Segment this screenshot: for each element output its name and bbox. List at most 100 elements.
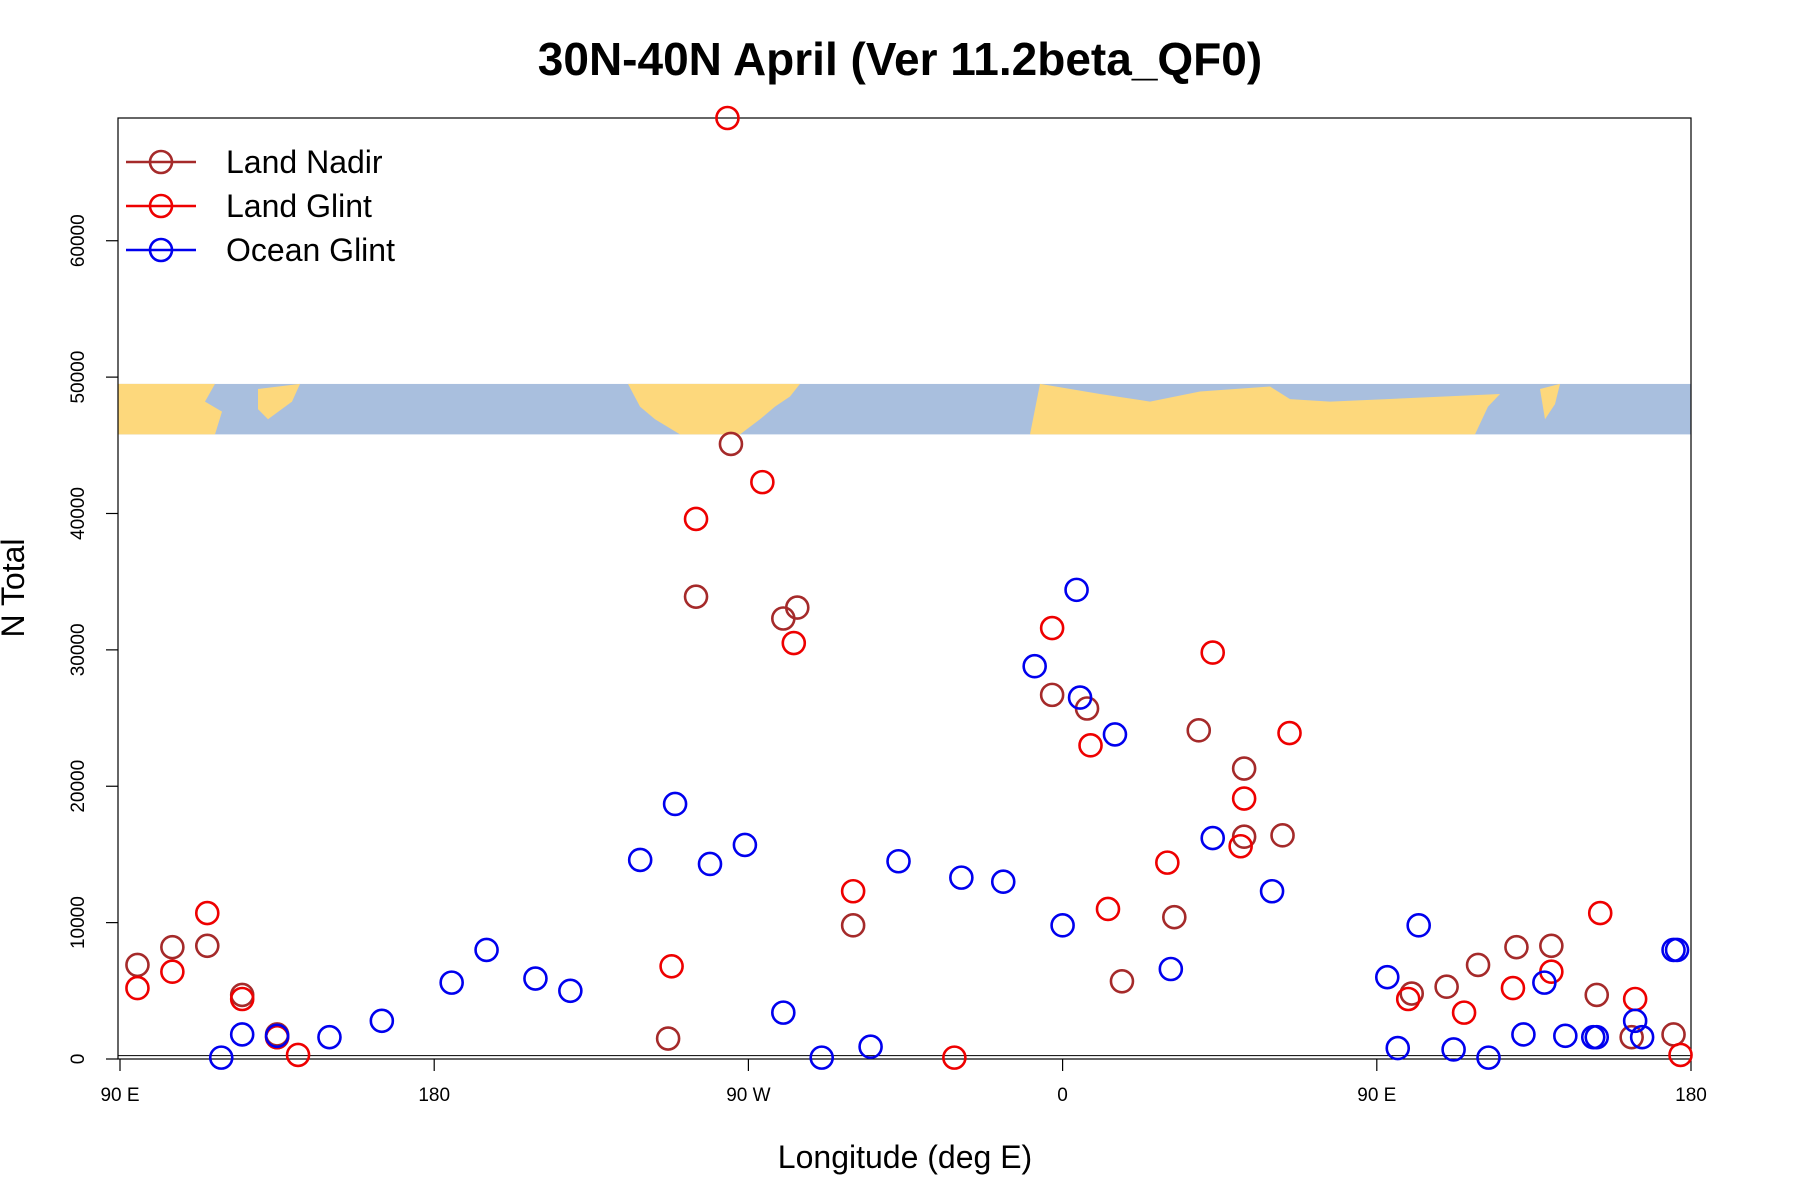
point-ocean-glint (1553, 1023, 1578, 1049)
data-points (125, 105, 1693, 1070)
point-land-glint (840, 878, 866, 904)
point-land-glint (1277, 720, 1302, 746)
point-land-glint (194, 900, 220, 926)
point-land-glint (1095, 896, 1121, 922)
point-land-glint (1155, 850, 1180, 875)
point-land-nadir (125, 952, 150, 978)
y-axis-label: N Total (0, 538, 31, 637)
map-land-2 (628, 383, 800, 435)
point-ocean-glint (858, 1034, 883, 1060)
point-land-nadir (1434, 974, 1459, 1000)
point-ocean-glint (229, 1022, 255, 1047)
point-ocean-glint (208, 1045, 234, 1070)
point-ocean-glint (732, 832, 758, 858)
point-ocean-glint (771, 1000, 796, 1025)
point-land-glint (1622, 986, 1648, 1012)
point-ocean-glint (1022, 653, 1047, 679)
point-land-glint (1228, 833, 1253, 859)
point-land-glint (1668, 1042, 1693, 1068)
point-ocean-glint (1622, 1008, 1648, 1034)
point-ocean-glint (1664, 937, 1690, 963)
point-ocean-glint (474, 937, 499, 963)
point-land-nadir (1584, 982, 1610, 1008)
legend-label-land-nadir: Land Nadir (226, 144, 383, 180)
point-ocean-glint (990, 869, 1016, 895)
point-ocean-glint (949, 865, 974, 890)
point-ocean-glint (1200, 825, 1226, 851)
series-land-nadir (125, 431, 1686, 1051)
point-land-glint (750, 469, 775, 495)
point-land-nadir (1504, 934, 1529, 960)
point-ocean-glint (1511, 1022, 1536, 1047)
point-land-nadir (655, 1026, 681, 1051)
point-ocean-glint (1158, 956, 1184, 982)
point-land-nadir (1465, 952, 1491, 978)
x-axis: 90 E 180 90 W 0 90 E 180 (100, 1059, 1707, 1106)
point-ocean-glint (1406, 913, 1431, 938)
y-axis: 0 10000 20000 30000 40000 50000 60000 (68, 214, 118, 1064)
point-land-glint (160, 959, 185, 985)
y-tick-label: 20000 (68, 760, 89, 813)
point-land-glint (1078, 733, 1103, 758)
point-land-glint (942, 1045, 967, 1070)
x-axis-label: Longitude (deg E) (778, 1139, 1032, 1175)
legend-marker-land-glint (148, 193, 174, 219)
point-land-glint (285, 1042, 311, 1068)
x-tick-label: 180 (1675, 1085, 1707, 1106)
series-ocean-glint (208, 577, 1690, 1070)
point-land-nadir (1399, 981, 1425, 1006)
point-land-nadir (840, 913, 866, 938)
x-tick-label: 90 W (726, 1085, 770, 1106)
y-tick-label: 10000 (68, 896, 89, 949)
x-tick-label: 180 (418, 1085, 450, 1106)
point-ocean-glint (1584, 1024, 1610, 1050)
point-land-glint (1451, 1000, 1477, 1025)
legend-marker-ocean-glint (148, 237, 174, 263)
point-land-nadir (194, 933, 220, 959)
point-land-glint (1039, 615, 1065, 641)
point-ocean-glint (439, 970, 464, 995)
map-land-1 (258, 383, 300, 420)
point-land-glint (125, 975, 150, 1001)
point-land-nadir (1162, 904, 1187, 930)
point-land-nadir (1231, 756, 1257, 781)
point-land-nadir (1619, 1024, 1644, 1050)
point-ocean-glint (1629, 1024, 1655, 1050)
chart-title: 30N-40N April (Ver 11.2beta_QF0) (538, 33, 1262, 85)
point-land-glint (229, 986, 255, 1012)
point-ocean-glint (1385, 1035, 1411, 1061)
point-ocean-glint (1374, 964, 1400, 990)
point-ocean-glint (264, 1023, 290, 1049)
x-tick-label: 0 (1057, 1085, 1068, 1106)
point-land-glint (1587, 900, 1613, 926)
point-land-nadir (683, 584, 709, 609)
y-tick-label: 50000 (68, 351, 89, 404)
map-land-3 (1030, 383, 1500, 435)
point-ocean-glint (1441, 1037, 1466, 1062)
point-land-nadir (160, 934, 185, 960)
series-land-glint (125, 105, 1693, 1070)
y-tick-label: 30000 (68, 623, 89, 676)
map-land-4 (1540, 383, 1560, 420)
x-tick-label: 90 E (1357, 1085, 1396, 1106)
point-ocean-glint (1259, 878, 1285, 904)
point-ocean-glint (886, 848, 911, 874)
x-tick-label: 90 E (100, 1085, 139, 1106)
legend: Land Nadir Land Glint Ocean Glint (126, 144, 395, 268)
point-ocean-glint (369, 1008, 395, 1034)
y-tick-label: 0 (68, 1054, 89, 1065)
point-land-nadir (1270, 823, 1295, 848)
point-land-glint (683, 506, 709, 532)
point-land-glint (1231, 786, 1257, 811)
reference-lines (118, 1055, 1691, 1060)
map-band (118, 383, 1691, 435)
legend-marker-land-nadir (148, 149, 174, 175)
point-ocean-glint (317, 1024, 342, 1050)
map-land-0 (118, 383, 222, 435)
point-land-nadir (771, 606, 796, 631)
point-land-glint (1500, 975, 1526, 1001)
point-land-glint (659, 953, 684, 979)
point-ocean-glint (809, 1045, 835, 1070)
legend-label-land-glint: Land Glint (226, 188, 372, 224)
